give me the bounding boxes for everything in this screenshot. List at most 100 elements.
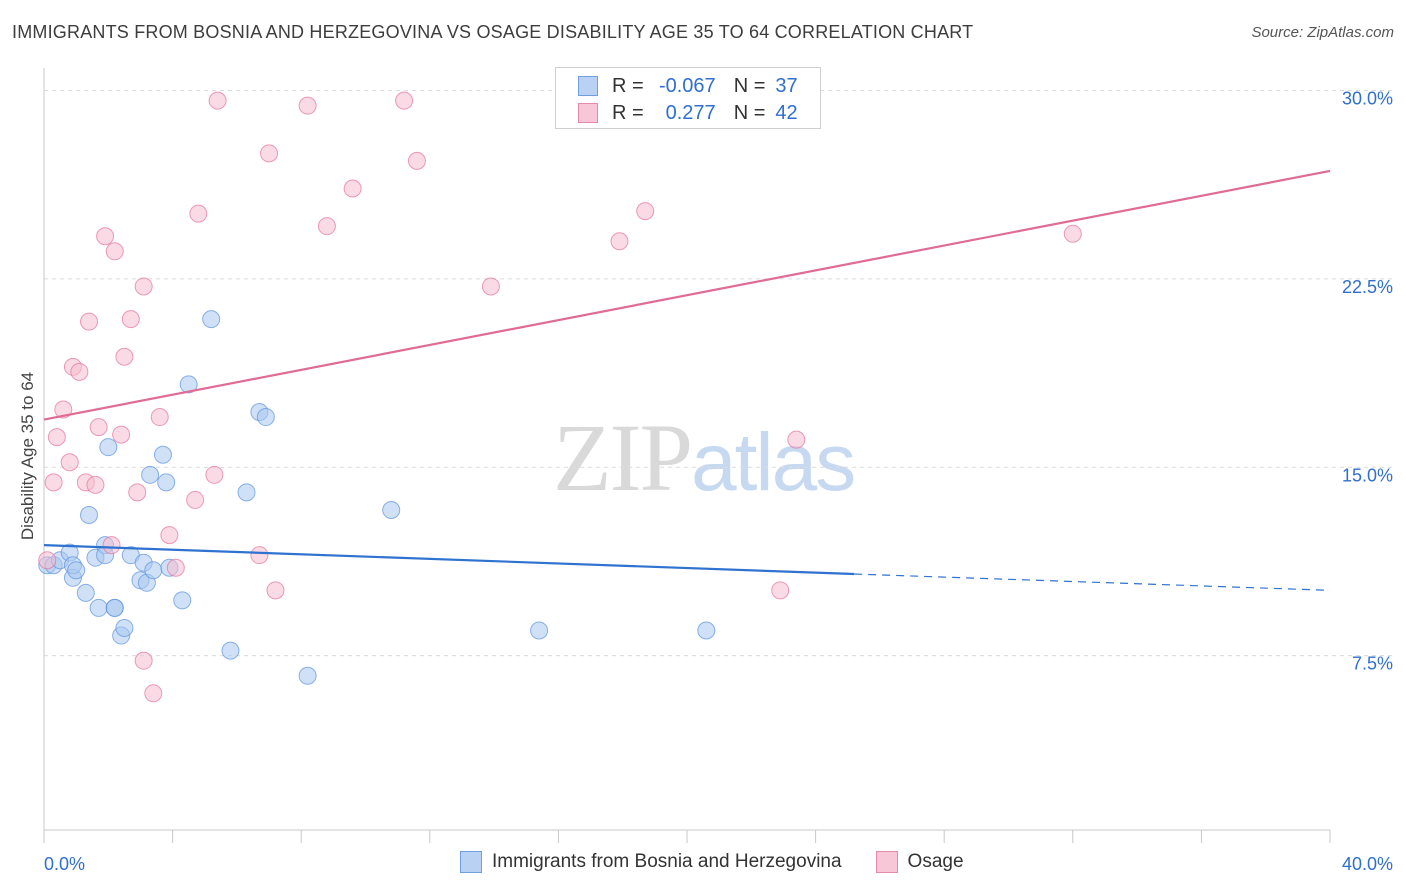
osage-point — [260, 144, 279, 163]
osage-point — [80, 312, 99, 331]
osage-point — [150, 408, 169, 427]
n-value: 42 — [775, 101, 798, 124]
osage-point — [481, 277, 500, 296]
osage-swatch — [578, 103, 598, 123]
r-label: R = — [612, 74, 644, 97]
bosnia-trend-extension — [854, 573, 1331, 591]
bosnia-point — [157, 473, 176, 492]
osage-point — [395, 91, 414, 110]
legend-item-bosnia[interactable]: Immigrants from Bosnia and Herzegovina — [460, 851, 842, 873]
osage-point — [47, 428, 66, 447]
bosnia-point — [697, 621, 716, 640]
bosnia-point — [67, 561, 86, 580]
osage-point — [38, 551, 57, 570]
y-tick-label: 22.5% — [1342, 277, 1393, 297]
osage-point — [771, 581, 790, 600]
osage-point — [96, 227, 115, 246]
bosnia-point — [173, 591, 192, 610]
osage-point — [407, 151, 426, 170]
bosnia-point — [530, 621, 549, 640]
osage-point — [134, 277, 153, 296]
n-value: 37 — [775, 74, 798, 97]
osage-point — [105, 242, 124, 261]
bosnia-legend-swatch — [460, 851, 482, 873]
watermark-zip: ZIP — [553, 404, 693, 511]
osage-point — [186, 490, 205, 509]
y-tick-label: 15.0% — [1342, 465, 1393, 485]
osage-point — [636, 202, 655, 221]
bosnia-swatch — [578, 76, 598, 96]
stats-row-bosnia: R = -0.067 N = 37 — [578, 73, 798, 99]
legend-item-osage[interactable]: Osage — [875, 851, 964, 873]
osage-point — [1063, 224, 1082, 243]
osage-point — [208, 91, 227, 110]
series-legend: Immigrants from Bosnia and Herzegovina O… — [460, 851, 998, 873]
trend-lines — [43, 169, 1331, 591]
osage-point — [610, 232, 629, 251]
bosnia-point — [144, 561, 163, 580]
y-axis-label: Disability Age 35 to 64 — [18, 372, 37, 540]
osage-point — [86, 475, 105, 494]
series-osage-points — [38, 91, 1082, 703]
osage-point — [134, 651, 153, 670]
osage-point — [128, 483, 147, 502]
legend-label-osage: Osage — [907, 851, 964, 872]
osage-point — [189, 204, 208, 223]
bosnia-trend-line — [43, 544, 855, 576]
bosnia-point — [298, 666, 317, 685]
osage-point — [266, 581, 285, 600]
bosnia-point — [382, 500, 401, 519]
bosnia-point — [99, 438, 118, 457]
x-tick-label-min: 0.0% — [44, 854, 85, 874]
chart-title: IMMIGRANTS FROM BOSNIA AND HERZEGOVINA V… — [12, 22, 974, 42]
osage-point — [115, 347, 134, 366]
osage-legend-swatch — [875, 851, 898, 873]
bosnia-point — [221, 641, 240, 660]
bosnia-point — [80, 505, 99, 524]
watermark: ZIPatlas — [553, 402, 856, 513]
osage-point — [298, 96, 317, 115]
osage-point — [54, 400, 73, 419]
osage-point — [44, 473, 63, 492]
y-tick-label: 30.0% — [1342, 89, 1393, 109]
bosnia-point — [76, 583, 95, 602]
osage-point — [89, 418, 108, 437]
bosnia-point — [105, 598, 124, 617]
osage-point — [112, 425, 131, 444]
osage-point — [205, 465, 224, 484]
osage-trend-line — [43, 169, 1331, 421]
osage-point — [121, 310, 140, 329]
bosnia-point — [179, 375, 198, 394]
stats-row-osage: R = 0.277 N = 42 — [578, 100, 798, 126]
bosnia-point — [89, 598, 108, 617]
source-label: Source: ZipAtlas.com — [1251, 24, 1394, 41]
watermark-atlas: atlas — [691, 417, 856, 508]
osage-point — [160, 526, 179, 545]
osage-point — [60, 453, 79, 472]
bosnia-point — [141, 465, 160, 484]
bosnia-point — [256, 408, 275, 427]
y-tick-label: 7.5% — [1352, 654, 1393, 674]
grid-lines — [44, 90, 1393, 657]
y-tick-labels: 7.5% 15.0% 22.5% 30.0% — [1342, 89, 1393, 674]
bosnia-point — [202, 310, 221, 329]
osage-point — [250, 546, 269, 565]
bosnia-point — [153, 445, 172, 464]
osage-point — [317, 217, 336, 236]
osage-point — [787, 430, 806, 449]
osage-point — [70, 362, 89, 381]
osage-point — [166, 558, 185, 577]
legend-label-bosnia: Immigrants from Bosnia and Herzegovina — [492, 851, 842, 872]
r-value: 0.277 — [665, 101, 716, 124]
x-ticks — [43, 830, 1331, 843]
bosnia-point — [115, 619, 134, 638]
n-label: N = — [733, 101, 766, 124]
x-tick-label-max: 40.0% — [1342, 854, 1393, 874]
r-value: -0.067 — [658, 74, 716, 97]
osage-point — [343, 179, 362, 198]
osage-point — [144, 684, 163, 703]
n-label: N = — [733, 74, 766, 97]
bosnia-point — [237, 483, 256, 502]
stats-legend: R = -0.067 N = 37 R = 0.277 N = 42 — [555, 67, 821, 129]
